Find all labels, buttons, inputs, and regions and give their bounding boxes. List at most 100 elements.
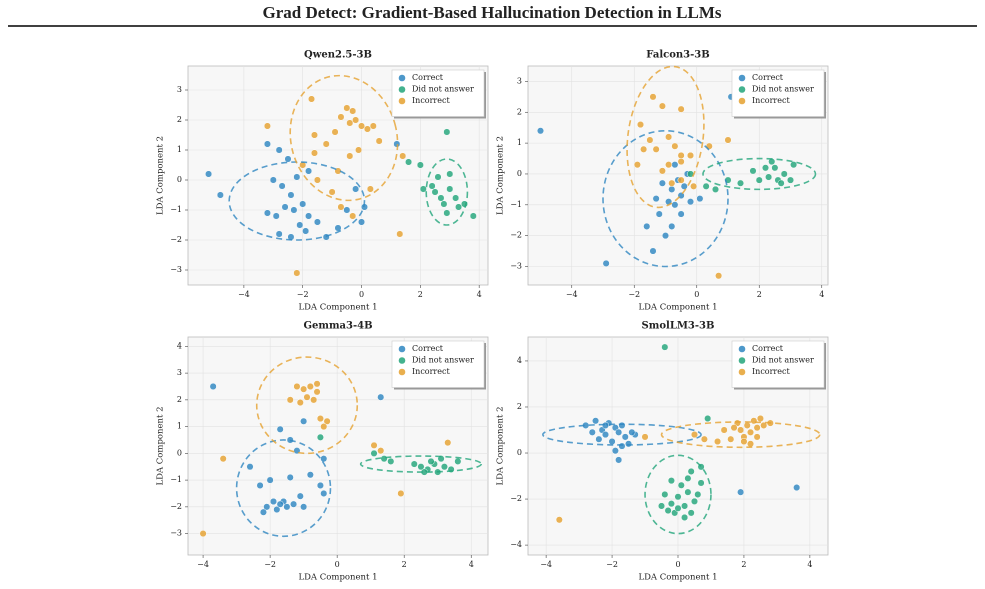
legend bbox=[731, 340, 825, 388]
point bbox=[760, 421, 768, 429]
legend-label: Did not answer bbox=[752, 85, 814, 94]
point bbox=[649, 93, 657, 101]
legend-marker bbox=[398, 368, 406, 376]
point bbox=[750, 417, 758, 425]
point bbox=[740, 437, 748, 446]
point bbox=[296, 398, 304, 407]
point bbox=[300, 417, 308, 425]
x-axis-label: LDA Component 1 bbox=[638, 573, 717, 583]
point bbox=[273, 505, 281, 514]
x-tick-label: 0 bbox=[335, 560, 340, 569]
point bbox=[704, 414, 712, 423]
point bbox=[310, 131, 319, 139]
x-tick-label: 4 bbox=[469, 560, 474, 569]
legend-label: Correct bbox=[752, 344, 784, 353]
point bbox=[628, 428, 636, 436]
point bbox=[322, 140, 330, 148]
y-tick-label: 0 bbox=[177, 175, 182, 184]
legend bbox=[391, 340, 485, 388]
point bbox=[263, 209, 271, 217]
point bbox=[674, 493, 682, 501]
y-tick-label: −1 bbox=[510, 200, 522, 209]
point bbox=[595, 435, 603, 443]
y-tick-label: 4 bbox=[177, 341, 182, 350]
confidence-ellipse bbox=[644, 454, 712, 535]
point bbox=[555, 516, 563, 524]
point bbox=[677, 210, 685, 218]
point bbox=[375, 137, 383, 145]
point bbox=[437, 194, 445, 202]
confidence-ellipse bbox=[289, 74, 399, 202]
point bbox=[624, 440, 633, 448]
point bbox=[615, 456, 623, 464]
y-tick-label: −4 bbox=[510, 540, 522, 549]
point bbox=[302, 227, 310, 235]
point bbox=[658, 167, 666, 175]
point bbox=[306, 471, 314, 479]
point bbox=[440, 200, 448, 208]
point bbox=[615, 428, 623, 436]
x-tick-label: 4 bbox=[819, 290, 824, 299]
point bbox=[743, 421, 751, 429]
confidence-ellipse bbox=[702, 157, 817, 191]
point bbox=[370, 449, 378, 457]
point bbox=[283, 503, 291, 511]
point bbox=[306, 382, 314, 391]
x-tick-label: 2 bbox=[418, 290, 423, 299]
subplot-title: Gemma3-4B bbox=[303, 321, 372, 332]
point bbox=[310, 396, 318, 404]
y-tick-label: −3 bbox=[170, 265, 182, 274]
y-axis-label: LDA Component 2 bbox=[156, 136, 166, 215]
point bbox=[337, 203, 345, 211]
confidence-ellipse bbox=[626, 65, 705, 209]
point bbox=[209, 382, 217, 391]
point bbox=[316, 433, 324, 441]
x-tick-label: −4 bbox=[566, 290, 578, 299]
point bbox=[396, 230, 404, 238]
y-tick-label: 0 bbox=[177, 448, 182, 457]
y-tick-label: 3 bbox=[177, 368, 182, 377]
point bbox=[601, 421, 610, 429]
point bbox=[697, 479, 705, 487]
point bbox=[307, 95, 316, 103]
legend-marker bbox=[738, 74, 746, 82]
legend-label: Incorrect bbox=[412, 96, 450, 105]
legend-label: Did not answer bbox=[412, 356, 474, 365]
point bbox=[416, 161, 424, 169]
point bbox=[349, 107, 357, 115]
point bbox=[219, 455, 227, 463]
point bbox=[337, 113, 345, 121]
point bbox=[284, 155, 292, 163]
point bbox=[646, 136, 654, 144]
point bbox=[293, 269, 301, 277]
point bbox=[305, 212, 313, 220]
point bbox=[427, 457, 435, 465]
point bbox=[668, 185, 676, 193]
legend-marker bbox=[398, 86, 406, 93]
point bbox=[434, 173, 442, 181]
x-tick-label: −2 bbox=[264, 560, 276, 569]
legend-label: Did not answer bbox=[412, 85, 474, 94]
point bbox=[668, 179, 676, 187]
point bbox=[410, 460, 418, 468]
point bbox=[296, 492, 304, 500]
point bbox=[246, 463, 254, 471]
point bbox=[469, 212, 477, 220]
point bbox=[658, 102, 666, 110]
point bbox=[343, 206, 351, 214]
point bbox=[287, 191, 295, 199]
point bbox=[346, 152, 354, 160]
point bbox=[316, 481, 324, 490]
point bbox=[331, 128, 339, 136]
point bbox=[275, 146, 283, 154]
point bbox=[686, 151, 695, 160]
point bbox=[276, 425, 284, 433]
figure-title: Grad Detect: Gradient-Based Hallucinatio… bbox=[263, 3, 722, 22]
point bbox=[300, 385, 308, 393]
point bbox=[300, 503, 308, 511]
point bbox=[749, 167, 757, 175]
point bbox=[715, 272, 723, 280]
point bbox=[649, 247, 657, 255]
point bbox=[684, 474, 692, 482]
point bbox=[357, 218, 366, 226]
